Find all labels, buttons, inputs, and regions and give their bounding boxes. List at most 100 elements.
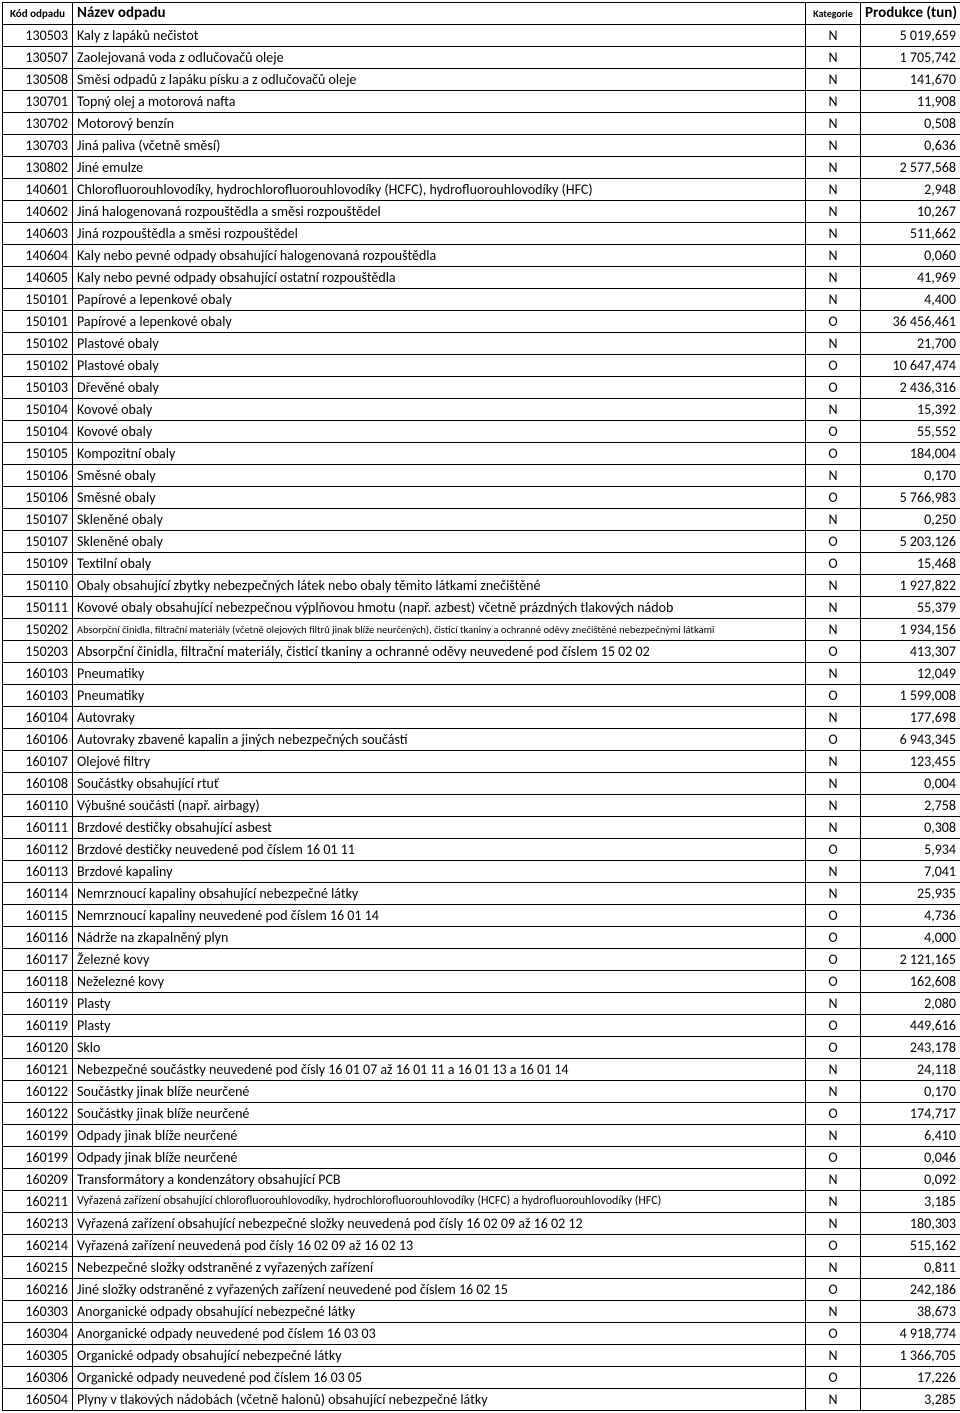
- cell-category: N: [806, 751, 861, 773]
- cell-production: 123,455: [861, 751, 960, 773]
- table-row: 160122Součástky jinak blíže neurčenéO174…: [3, 1103, 960, 1125]
- cell-name: Autovraky: [73, 707, 806, 729]
- cell-production: 0,508: [861, 113, 960, 135]
- table-row: 160110Výbušné součásti (např. airbagy)N2…: [3, 795, 960, 817]
- cell-code: 150107: [3, 509, 73, 531]
- cell-category: O: [806, 949, 861, 971]
- table-row: 160305Organické odpady obsahující nebezp…: [3, 1345, 960, 1367]
- cell-code: 160121: [3, 1059, 73, 1081]
- cell-name: Součástky jinak blíže neurčené: [73, 1103, 806, 1125]
- cell-name: Směsné obaly: [73, 487, 806, 509]
- table-row: 160104AutovrakyN177,698: [3, 707, 960, 729]
- header-code: Kód odpadu: [3, 3, 73, 25]
- cell-production: 10,267: [861, 201, 960, 223]
- cell-category: N: [806, 135, 861, 157]
- cell-name: Sklo: [73, 1037, 806, 1059]
- cell-production: 4,736: [861, 905, 960, 927]
- cell-category: N: [806, 465, 861, 487]
- cell-category: N: [806, 707, 861, 729]
- table-row: 150103Dřevěné obalyO2 436,316: [3, 377, 960, 399]
- cell-production: 6,410: [861, 1125, 960, 1147]
- table-row: 150111Kovové obaly obsahující nebezpečno…: [3, 597, 960, 619]
- cell-category: N: [806, 861, 861, 883]
- table-row: 160306Organické odpady neuvedené pod čís…: [3, 1367, 960, 1389]
- cell-production: 36 456,461: [861, 311, 960, 333]
- cell-production: 2,758: [861, 795, 960, 817]
- cell-code: 150111: [3, 597, 73, 619]
- cell-production: 0,060: [861, 245, 960, 267]
- cell-production: 141,670: [861, 69, 960, 91]
- cell-production: 4,400: [861, 289, 960, 311]
- cell-category: N: [806, 773, 861, 795]
- table-row: 160119PlastyN2,080: [3, 993, 960, 1015]
- cell-name: Železné kovy: [73, 949, 806, 971]
- cell-category: N: [806, 1081, 861, 1103]
- cell-production: 15,468: [861, 553, 960, 575]
- cell-production: 0,092: [861, 1169, 960, 1191]
- cell-code: 150105: [3, 443, 73, 465]
- table-row: 150203Absorpční činidla, filtrační mater…: [3, 641, 960, 663]
- cell-code: 160306: [3, 1367, 73, 1389]
- table-row: 160120SkloO243,178: [3, 1037, 960, 1059]
- table-row: 160112Brzdové destičky neuvedené pod čís…: [3, 839, 960, 861]
- table-row: 140601Chlorofluorouhlovodíky, hydrochlor…: [3, 179, 960, 201]
- cell-code: 160303: [3, 1301, 73, 1323]
- cell-name: Organické odpady obsahující nebezpečné l…: [73, 1345, 806, 1367]
- table-row: 130702Motorový benzínN0,508: [3, 113, 960, 135]
- cell-code: 160305: [3, 1345, 73, 1367]
- cell-category: N: [806, 1169, 861, 1191]
- cell-code: 160104: [3, 707, 73, 729]
- table-row: 150102Plastové obalyO10 647,474: [3, 355, 960, 377]
- cell-name: Plasty: [73, 993, 806, 1015]
- cell-name: Brzdové kapaliny: [73, 861, 806, 883]
- cell-category: O: [806, 311, 861, 333]
- table-row: 160116Nádrže na zkapalněný plynO4,000: [3, 927, 960, 949]
- table-row: 130508Směsi odpadů z lapáku písku a z od…: [3, 69, 960, 91]
- cell-production: 0,004: [861, 773, 960, 795]
- cell-production: 1 366,705: [861, 1345, 960, 1367]
- cell-production: 0,170: [861, 1081, 960, 1103]
- cell-name: Jiná halogenovaná rozpouštědla a směsi r…: [73, 201, 806, 223]
- cell-category: O: [806, 487, 861, 509]
- table-row: 160118Neželezné kovyO162,608: [3, 971, 960, 993]
- cell-production: 180,303: [861, 1213, 960, 1235]
- cell-production: 2 577,568: [861, 157, 960, 179]
- cell-production: 174,717: [861, 1103, 960, 1125]
- cell-code: 130507: [3, 47, 73, 69]
- table-row: 150104Kovové obalyN15,392: [3, 399, 960, 421]
- cell-code: 160110: [3, 795, 73, 817]
- cell-production: 162,608: [861, 971, 960, 993]
- cell-name: Nemrznoucí kapaliny obsahující nebezpečn…: [73, 883, 806, 905]
- cell-production: 7,041: [861, 861, 960, 883]
- cell-category: O: [806, 1037, 861, 1059]
- cell-production: 515,162: [861, 1235, 960, 1257]
- cell-production: 3,185: [861, 1191, 960, 1213]
- cell-code: 150104: [3, 399, 73, 421]
- cell-code: 160122: [3, 1081, 73, 1103]
- header-category: Kategorie: [806, 3, 861, 25]
- cell-code: 160199: [3, 1125, 73, 1147]
- cell-code: 160118: [3, 971, 73, 993]
- cell-name: Nebezpečné součástky neuvedené pod čísly…: [73, 1059, 806, 1081]
- cell-category: N: [806, 1191, 861, 1213]
- cell-category: N: [806, 1301, 861, 1323]
- cell-name: Kovové obaly: [73, 421, 806, 443]
- cell-name: Výbušné součásti (např. airbagy): [73, 795, 806, 817]
- cell-category: N: [806, 817, 861, 839]
- cell-name: Anorganické odpady neuvedené pod číslem …: [73, 1323, 806, 1345]
- cell-name: Součástky obsahující rtuť: [73, 773, 806, 795]
- cell-category: N: [806, 47, 861, 69]
- cell-name: Vyřazená zařízení obsahující chlorofluor…: [73, 1191, 806, 1213]
- cell-name: Chlorofluorouhlovodíky, hydrochlorofluor…: [73, 179, 806, 201]
- cell-code: 130802: [3, 157, 73, 179]
- header-production: Produkce (tun): [861, 3, 960, 25]
- cell-production: 1 927,822: [861, 575, 960, 597]
- cell-name: Součástky jinak blíže neurčené: [73, 1081, 806, 1103]
- cell-category: N: [806, 69, 861, 91]
- cell-name: Odpady jinak blíže neurčené: [73, 1125, 806, 1147]
- cell-category: O: [806, 377, 861, 399]
- cell-category: N: [806, 223, 861, 245]
- cell-code: 160211: [3, 1191, 73, 1213]
- cell-code: 150203: [3, 641, 73, 663]
- table-row: 150106Směsné obalyO5 766,983: [3, 487, 960, 509]
